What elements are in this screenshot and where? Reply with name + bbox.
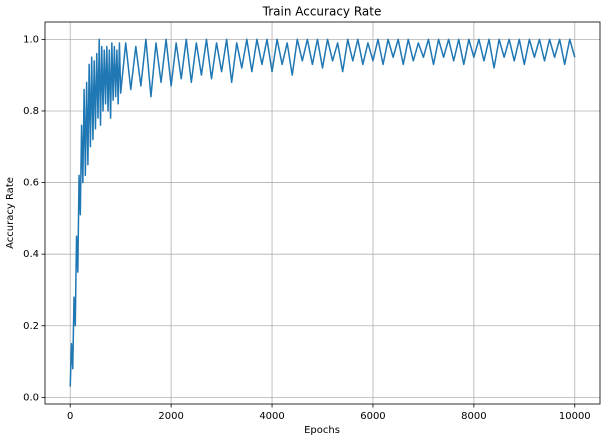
data-line: [69, 38, 576, 387]
chart-title: Train Accuracy Rate: [262, 5, 382, 19]
y-tick-label: 0.4: [23, 249, 39, 260]
y-tick-label: 0.6: [23, 178, 39, 189]
plot-frame: [44, 21, 601, 405]
x-axis-label: Epochs: [304, 425, 340, 436]
y-tick-label: 0.8: [23, 106, 39, 117]
y-tick-label: 1.0: [23, 34, 39, 45]
x-tick-label: 0: [67, 411, 73, 422]
y-tick-label: 0.2: [23, 321, 39, 332]
x-tick-label: 4000: [259, 411, 284, 422]
y-axis-label: Accuracy Rate: [5, 177, 16, 249]
x-tick-label: 6000: [360, 411, 385, 422]
x-tick-label: 10000: [559, 411, 591, 422]
x-tick-label: 8000: [461, 411, 486, 422]
x-tick-label: 2000: [158, 411, 183, 422]
y-tick-label: 0.0: [23, 392, 39, 403]
